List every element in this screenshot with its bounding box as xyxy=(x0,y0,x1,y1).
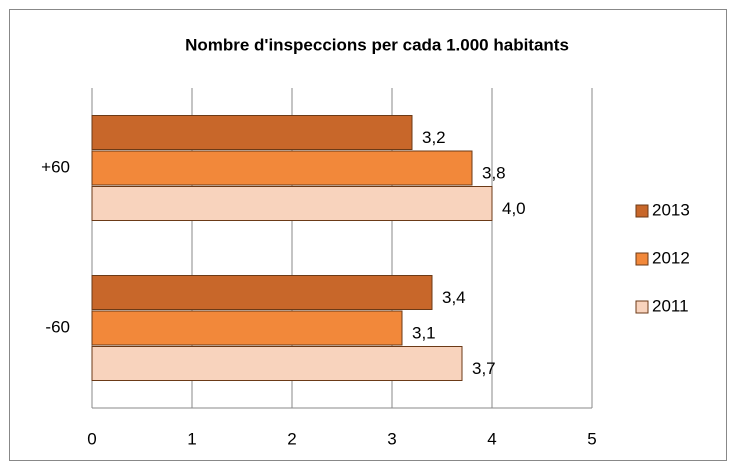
x-tick-label: 2 xyxy=(287,429,296,448)
legend-swatch xyxy=(635,300,649,314)
legend-label: 2011 xyxy=(652,296,689,315)
bar xyxy=(91,275,433,310)
data-label: 3,4 xyxy=(442,288,466,307)
bar xyxy=(91,115,413,150)
data-label: 4,0 xyxy=(502,199,526,218)
x-tick-label: 4 xyxy=(487,429,496,448)
legend-swatch xyxy=(635,252,649,266)
bar xyxy=(91,150,473,186)
legend-swatch xyxy=(635,204,649,218)
legend-label: 2013 xyxy=(652,200,690,219)
x-tick-label: 5 xyxy=(587,429,596,448)
x-tick-label: 0 xyxy=(87,429,96,448)
chart-frame xyxy=(9,9,727,461)
x-tick-label: 1 xyxy=(187,429,196,448)
x-tick-label: 3 xyxy=(387,429,396,448)
bar xyxy=(91,186,493,221)
y-tick-label: -60 xyxy=(45,317,70,336)
bar xyxy=(91,346,463,381)
data-label: 3,1 xyxy=(412,323,436,342)
legend-label: 2012 xyxy=(652,248,690,267)
y-tick-label: +60 xyxy=(41,157,70,176)
data-label: 3,7 xyxy=(472,359,496,378)
chart-title: Nombre d'inspeccions per cada 1.000 habi… xyxy=(185,35,569,54)
bar xyxy=(91,310,403,346)
data-label: 3,8 xyxy=(482,163,506,182)
data-label: 3,2 xyxy=(422,128,446,147)
